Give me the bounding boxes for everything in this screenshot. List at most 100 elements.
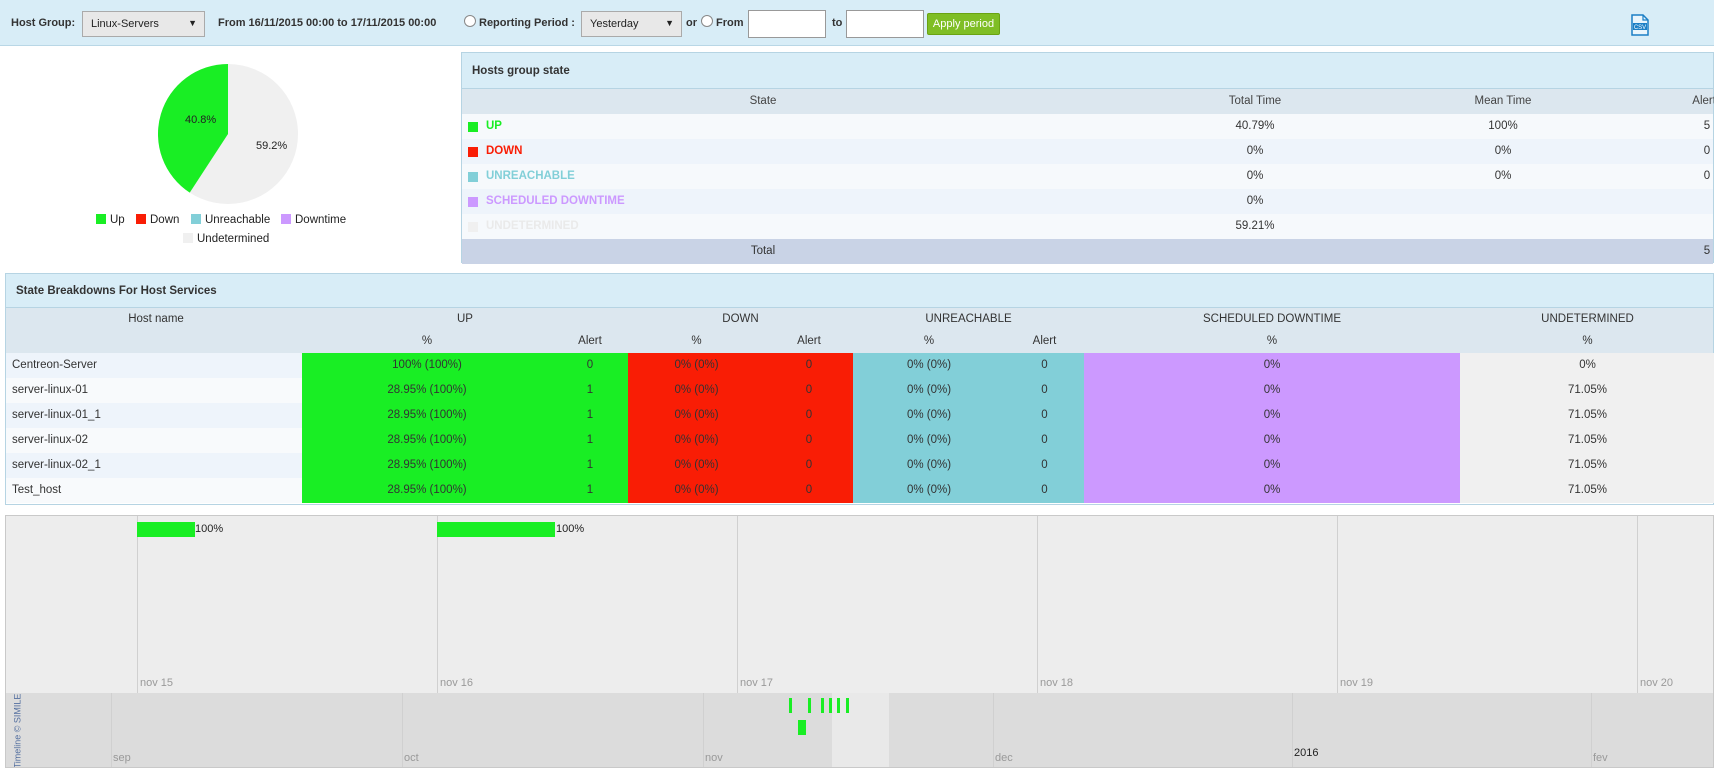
up-alert: 1 <box>586 459 594 471</box>
table-row: UNREACHABLE 0% 0% 0 <box>462 164 1713 189</box>
legend-swatch <box>136 214 146 224</box>
alerts: 5 <box>1703 120 1711 132</box>
host-group-select[interactable]: Linux-Servers ▼ <box>82 11 205 37</box>
unreachable-alert: 0 <box>1041 359 1048 371</box>
timeline-month-divider <box>1292 693 1293 767</box>
up-alert-cell: 1 <box>552 478 628 503</box>
total-time: 0% <box>1246 170 1264 182</box>
timeline-visible-range <box>832 693 889 767</box>
host-name-cell: server-linux-02 <box>6 428 302 453</box>
host-name: server-linux-02 <box>12 434 89 446</box>
unreachable-percent: 0% (0%) <box>906 459 952 471</box>
column-header: % <box>1582 335 1593 347</box>
down-percent-cell: 0% (0%) <box>628 478 765 503</box>
timeline-credit: Timeline © SIMILE <box>12 693 23 768</box>
timeline-month-tick: sep <box>113 752 131 764</box>
down-alert-cell: 0 <box>765 353 853 378</box>
unreachable-percent-cell: 0% (0%) <box>853 378 1005 403</box>
host-name-cell: Centreon-Server <box>6 353 302 378</box>
downtime-percent-cell: 0% <box>1084 478 1460 503</box>
reporting-period-select[interactable]: Yesterday ▼ <box>581 11 682 37</box>
timeline-day-tick: nov 15 <box>140 677 174 689</box>
up-percent-cell: 28.95% (100%) <box>302 378 552 403</box>
column-header: % <box>1266 335 1278 347</box>
timeline-day-divider <box>137 516 138 693</box>
undetermined-percent-cell: 0% <box>1460 353 1714 378</box>
from-label: From <box>716 17 744 29</box>
down-alert: 0 <box>805 359 813 371</box>
unreachable-alert-cell: 0 <box>1005 478 1084 503</box>
downtime-percent: 0% <box>1263 359 1281 371</box>
down-alert: 0 <box>805 459 813 471</box>
up-alert-cell: 1 <box>552 428 628 453</box>
undetermined-percent: 71.05% <box>1567 409 1607 421</box>
undetermined-percent: 0% <box>1579 359 1596 371</box>
unreachable-percent-cell: 0% (0%) <box>853 478 1005 503</box>
undetermined-percent-cell: 71.05% <box>1460 428 1714 453</box>
unreachable-percent: 0% (0%) <box>906 484 952 496</box>
timeline-month-tick: nov <box>705 752 723 764</box>
unreachable-percent: 0% (0%) <box>906 359 952 371</box>
unreachable-alert: 0 <box>1041 409 1048 421</box>
down-percent: 0% (0%) <box>674 434 719 446</box>
up-percent-cell: 28.95% (100%) <box>302 478 552 503</box>
unreachable-alert: 0 <box>1041 484 1048 496</box>
host-name: server-linux-01_1 <box>12 409 101 421</box>
unreachable-percent: 0% (0%) <box>906 434 952 446</box>
from-date-input[interactable] <box>748 10 826 38</box>
mean-time: 0% <box>1494 170 1512 182</box>
host-name-cell: Test_host <box>6 478 302 503</box>
csv-export-icon[interactable]: CSV <box>1631 14 1649 36</box>
host-name-cell: server-linux-01 <box>6 378 302 403</box>
timeline-day-band[interactable] <box>6 516 1713 693</box>
down-percent: 0% (0%) <box>674 384 719 396</box>
downtime-percent: 0% <box>1263 384 1281 396</box>
host-name: Centreon-Server <box>12 359 98 371</box>
down-percent-cell: 0% (0%) <box>628 403 765 428</box>
unreachable-alert-cell: 0 <box>1005 428 1084 453</box>
custom-period-radio[interactable] <box>701 15 713 27</box>
table-subheader-row: % Alert % Alert % Alert % % <box>6 331 1713 353</box>
legend-item-unreachable: Unreachable <box>191 214 270 226</box>
downtime-percent-cell: 0% <box>1084 353 1460 378</box>
up-alert-cell: 0 <box>552 353 628 378</box>
up-alert: 0 <box>586 359 594 371</box>
down-percent: 0% (0%) <box>674 359 719 371</box>
down-alert: 0 <box>805 409 813 421</box>
legend-item-downtime: Downtime <box>281 214 346 226</box>
table-row: UNDETERMINED 59.21% <box>462 214 1713 239</box>
legend-item-undetermined: Undetermined <box>183 233 269 245</box>
reporting-period-label: Reporting Period : <box>479 17 575 29</box>
downtime-percent-cell: 0% <box>1084 403 1460 428</box>
down-percent: 0% (0%) <box>674 409 719 421</box>
apply-period-button[interactable]: Apply period <box>927 13 1000 35</box>
state-name: UNREACHABLE <box>486 170 575 182</box>
total-time: 59.21% <box>1235 220 1275 232</box>
reporting-period-value: Yesterday <box>590 18 639 30</box>
table-header-row: Host name UP DOWN UNREACHABLE SCHEDULED … <box>6 308 1713 331</box>
legend-swatch <box>191 214 201 224</box>
unreachable-percent-cell: 0% (0%) <box>853 428 1005 453</box>
reporting-period-radio[interactable] <box>464 15 476 27</box>
to-date-input[interactable] <box>846 10 924 38</box>
timeline-overview-mark <box>829 698 832 713</box>
svg-text:CSV: CSV <box>1634 25 1646 31</box>
down-alert: 0 <box>805 484 813 496</box>
down-alert-cell: 0 <box>765 428 853 453</box>
state-name: SCHEDULED DOWNTIME <box>486 195 625 207</box>
down-percent-cell: 0% (0%) <box>628 353 765 378</box>
alerts: 0 <box>1703 170 1711 182</box>
availability-timeline[interactable]: nov 15 nov 16 nov 17 nov 18 nov 19 nov 20 sep o… <box>5 515 1714 768</box>
column-header: Alert <box>578 335 602 347</box>
alerts: 0 <box>1703 145 1711 157</box>
legend-swatch <box>281 214 291 224</box>
unreachable-alert: 0 <box>1041 459 1048 471</box>
unreachable-percent: 0% (0%) <box>906 409 952 421</box>
host-name-cell: server-linux-02_1 <box>6 453 302 478</box>
up-percent: 28.95% (100%) <box>387 484 467 496</box>
column-header: % <box>923 335 935 347</box>
host-name: server-linux-02_1 <box>12 459 101 471</box>
timeline-event-bar <box>137 522 195 537</box>
column-header: SCHEDULED DOWNTIME <box>1202 313 1341 325</box>
timeline-overview-mark <box>798 720 806 735</box>
